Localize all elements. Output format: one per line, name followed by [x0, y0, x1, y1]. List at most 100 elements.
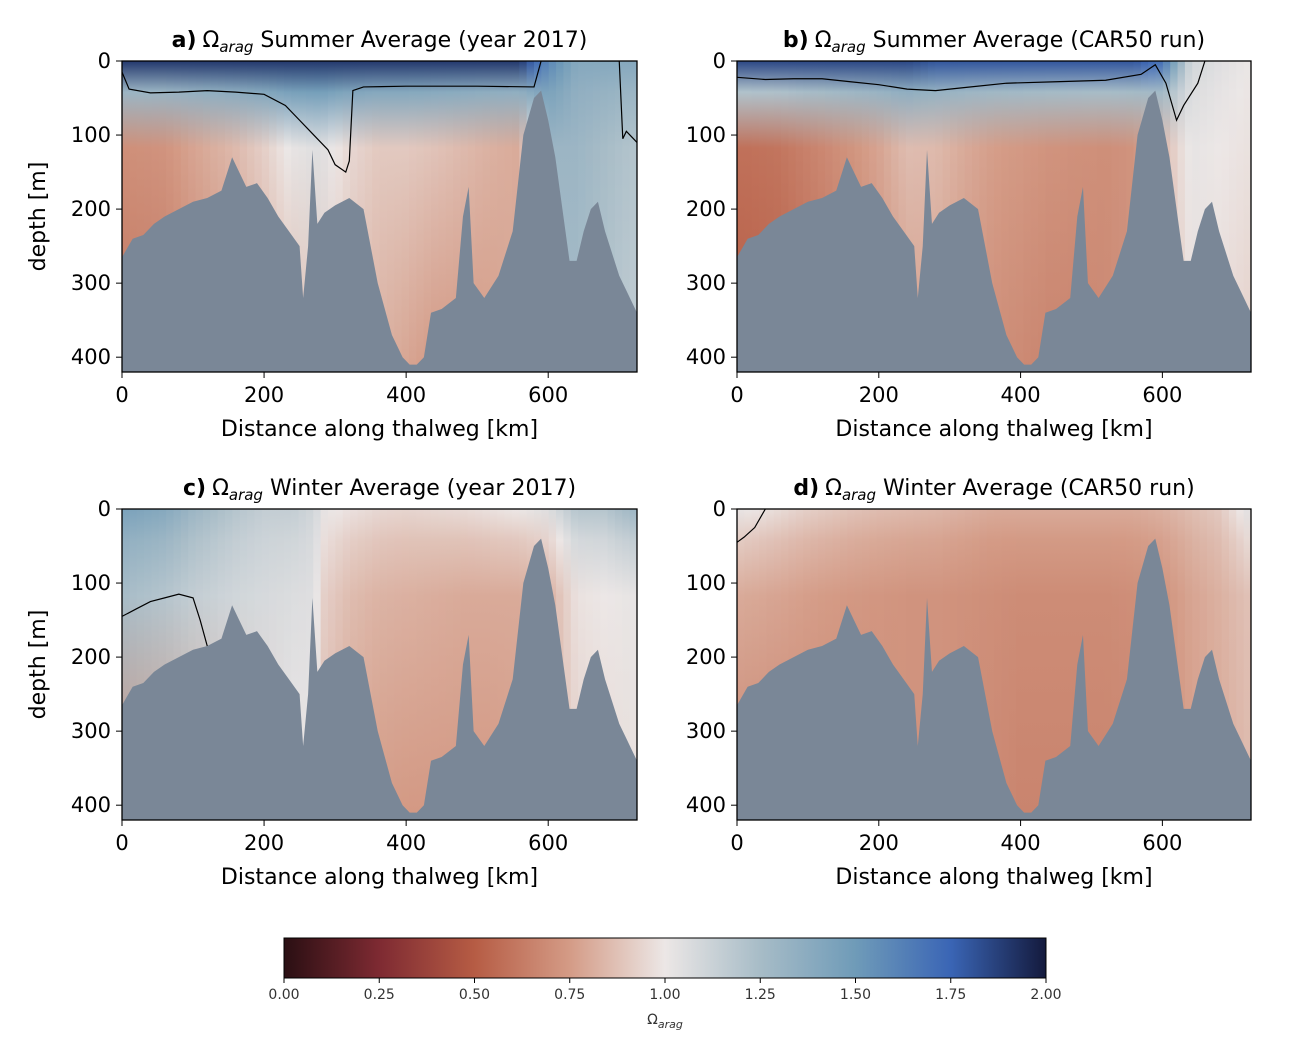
field-column	[1118, 61, 1127, 372]
panel-title: d) Ωarag Winter Average (CAR50 run)	[793, 476, 1194, 504]
omega-subscript: arag	[832, 38, 866, 56]
field-column	[1177, 509, 1186, 820]
field-column	[1016, 509, 1025, 820]
field-column	[1184, 509, 1194, 820]
field-column	[1236, 509, 1245, 820]
colorbar-bar	[283, 937, 1047, 979]
y-tick-label: 300	[686, 271, 726, 295]
field-column	[927, 509, 937, 820]
field-column	[298, 509, 307, 820]
field-column	[394, 509, 403, 820]
panel-title-text: Winter Average (CAR50 run)	[876, 476, 1195, 501]
field-column	[629, 61, 637, 372]
field-column	[408, 509, 418, 820]
x-tick-label: 600	[1142, 383, 1182, 407]
field-column	[276, 509, 285, 820]
x-tick-label: 0	[730, 831, 743, 855]
y-tick-label: 0	[98, 497, 111, 521]
field-column	[898, 61, 907, 372]
x-tick-label: 400	[1001, 383, 1041, 407]
field-column	[986, 61, 995, 372]
field-column	[408, 61, 418, 372]
field-column	[913, 509, 922, 820]
field-column	[751, 61, 760, 372]
field-column	[475, 509, 484, 820]
field-column	[629, 509, 637, 820]
field-column	[1228, 61, 1238, 372]
panel-d: 0 200 400 600 0 100 200 300 400 Distance along th…	[686, 476, 1252, 890]
field-column	[600, 61, 609, 372]
field-column	[563, 61, 572, 372]
field-column	[1089, 509, 1098, 820]
field-column	[1060, 61, 1069, 372]
field-column	[1118, 509, 1127, 820]
field-column	[401, 61, 410, 372]
field-column	[283, 61, 293, 372]
y-tick-label: 400	[686, 345, 726, 369]
field-column	[475, 61, 484, 372]
field-column	[563, 509, 572, 820]
field-column	[979, 509, 988, 820]
field-column	[1045, 509, 1054, 820]
field-column	[773, 509, 782, 820]
field-column	[453, 509, 462, 820]
x-axis-label: Distance along thalweg [km]	[835, 417, 1152, 442]
field-column	[445, 61, 454, 372]
field-column	[394, 61, 403, 372]
colorbar-tick-label: 2.00	[1030, 987, 1061, 1003]
field-column	[979, 61, 988, 372]
field-column	[497, 61, 506, 372]
field-column	[482, 61, 491, 372]
field-column	[283, 509, 293, 820]
field-column	[416, 61, 425, 372]
y-tick-label: 200	[686, 645, 726, 669]
field-column	[313, 61, 322, 372]
field-column	[1067, 509, 1076, 820]
y-tick-label: 100	[686, 123, 726, 147]
field-column	[122, 61, 131, 372]
field-column	[1001, 61, 1010, 372]
bathymetry-area	[122, 90, 637, 372]
field-column	[1060, 509, 1069, 820]
plot-area	[122, 61, 637, 372]
field-column	[276, 61, 285, 372]
field-column	[453, 61, 462, 372]
y-tick-label: 0	[713, 49, 726, 73]
field-column	[379, 61, 388, 372]
omega-contour-line	[122, 593, 208, 647]
y-tick-label: 300	[686, 719, 726, 743]
field-column	[600, 509, 609, 820]
panel-label: d)	[793, 476, 819, 501]
x-axis-label: Distance along thalweg [km]	[835, 865, 1152, 890]
plot-area	[122, 509, 637, 820]
plot-area	[737, 509, 1251, 820]
y-tick-label: 100	[686, 571, 726, 595]
field-column	[1243, 61, 1251, 372]
field-column	[122, 509, 131, 820]
x-tick-label: 600	[528, 383, 568, 407]
field-column	[1214, 509, 1223, 820]
field-column	[1030, 61, 1039, 372]
field-column	[759, 61, 768, 372]
bathymetry-area	[737, 538, 1251, 820]
field-column	[607, 509, 616, 820]
colorbar-subscript: arag	[658, 1018, 683, 1031]
field-column	[773, 61, 782, 372]
field-column	[570, 61, 579, 372]
panel-label: b)	[783, 28, 809, 53]
axes-frame	[736, 508, 1252, 821]
field-column	[489, 509, 499, 820]
omega-subscript: arag	[229, 486, 263, 504]
panel-label: a)	[172, 28, 197, 53]
colorbar-tick-label: 0.75	[554, 987, 585, 1003]
field-column	[1052, 509, 1061, 820]
field-column	[1096, 509, 1105, 820]
colorbar-tick-label: 1.25	[745, 987, 776, 1003]
field-column	[614, 509, 624, 820]
field-column	[158, 61, 167, 372]
field-column	[438, 509, 447, 820]
x-tick-label: 600	[528, 831, 568, 855]
panel-title: b) Ωarag Summer Average (CAR50 run)	[783, 28, 1205, 56]
field-column	[151, 61, 160, 372]
x-axis-label: Distance along thalweg [km]	[221, 865, 538, 890]
